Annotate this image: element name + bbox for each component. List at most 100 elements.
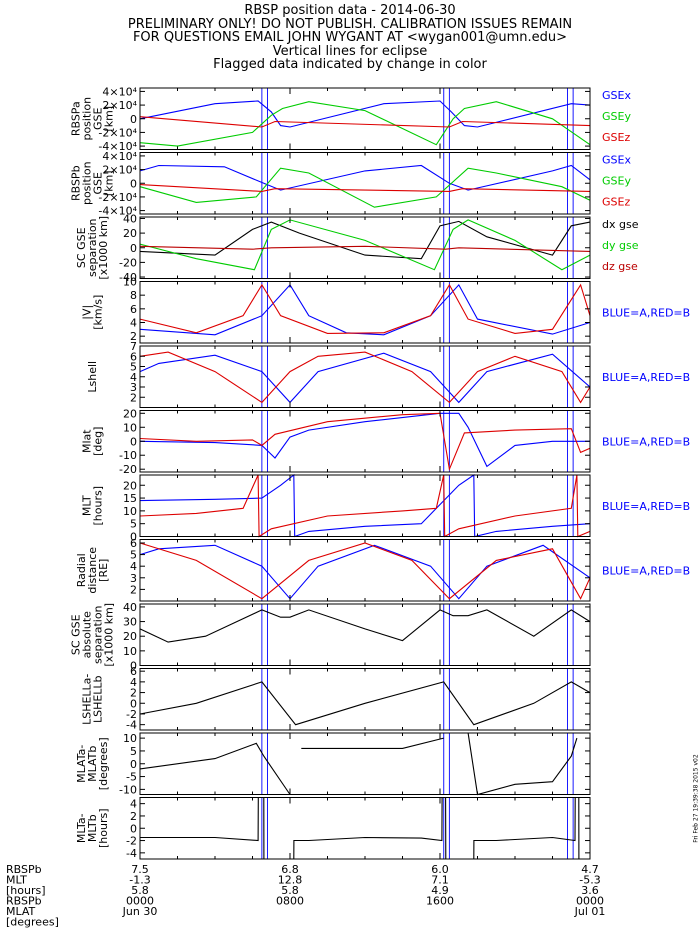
y-tick-label: -20 — [119, 256, 137, 269]
series-line-b — [139, 474, 591, 538]
footer-tick-value: 0800 — [276, 895, 304, 908]
y-tick-label: -2×10⁴ — [98, 191, 137, 204]
legend-entry: dy gse — [602, 239, 639, 252]
y-tick-label: 3 — [130, 381, 137, 394]
series-line-b — [139, 351, 591, 404]
footer-tick-value: Jul 01 — [574, 905, 606, 918]
plot-header: RBSP position data - 2014-06-30 PRELIMIN… — [0, 4, 700, 72]
series-line-dz-gse — [139, 245, 591, 252]
series-line-b — [139, 542, 591, 600]
legend-entry: GSEz — [602, 131, 630, 144]
y-tick-label: 4 — [130, 676, 137, 689]
y-tick-label: 10 — [123, 732, 137, 745]
y-tick-label: 10 — [123, 505, 137, 518]
series-line-a — [139, 473, 591, 538]
y-tick-label: 2 — [130, 330, 137, 343]
panel-rbspa_pos: 4×10⁴2×10⁴0-2×10⁴-4×10⁴RBSPapositionGSE[… — [70, 85, 632, 153]
y-tick-label: 5 — [130, 549, 137, 562]
y-tick-label: 0 — [130, 822, 137, 835]
y-axis-label: MLTa-MLTb[hours] — [75, 808, 110, 848]
y-tick-label: 6 — [130, 303, 137, 316]
panel-dmlt: 420-2-4 MLTa-MLTb[hours] — [75, 796, 591, 860]
y-tick-label: -4 — [126, 847, 137, 860]
y-tick-label: 6 — [130, 537, 137, 550]
y-tick-label: 0 — [130, 242, 137, 255]
legend-entry: BLUE=A,RED=B — [602, 306, 690, 319]
y-axis-label: |V|[km/s] — [81, 295, 105, 330]
footer-tick-value: 7.1 — [431, 874, 449, 887]
y-axis-label: MLATa-MLATb[degrees] — [75, 737, 110, 790]
series-line-gsey — [139, 167, 591, 208]
y-tick-label: -2 — [126, 835, 137, 848]
y-axis-label: SC GSEabsoluteseparation[x1000 km] — [70, 603, 116, 667]
y-tick-label: 10 — [123, 645, 137, 658]
footer-label: RBSPb — [6, 863, 42, 876]
footer-label: MLT — [6, 874, 27, 887]
footer-tick-value: 6.0 — [431, 863, 449, 876]
y-tick-label: 4 — [130, 317, 137, 330]
y-axis-label: Lshell — [86, 361, 99, 393]
footer-label: [hours] — [6, 884, 46, 897]
y-tick-label: 0 — [130, 435, 137, 448]
legend-entry: GSEx — [602, 89, 631, 102]
footer-tick-value: -1.3 — [129, 874, 150, 887]
y-tick-label: 7 — [130, 340, 137, 353]
y-tick-label: 2 — [130, 810, 137, 823]
y-tick-label: 2×10⁴ — [102, 164, 137, 177]
y-tick-label: 0 — [130, 531, 137, 544]
series-line-gsex — [139, 164, 591, 191]
panel-frame — [139, 152, 591, 215]
legend-entry: GSEy — [602, 175, 631, 188]
y-tick-label: 0 — [130, 758, 137, 771]
y-tick-label: -4×10⁴ — [98, 140, 137, 153]
panel-rbspb_pos: 4×10⁴2×10⁴0-2×10⁴-4×10⁴RBSPbpositionGSE[… — [70, 150, 632, 218]
series-line-a — [139, 283, 591, 336]
y-tick-label: 20 — [123, 407, 137, 420]
y-tick-label: 4×10⁴ — [102, 150, 137, 163]
y-tick-label: 6 — [130, 665, 137, 678]
y-tick-label: 4 — [130, 798, 137, 811]
series-line-gsez — [139, 116, 591, 128]
y-tick-label: 40 — [123, 212, 137, 225]
y-tick-label: 10 — [123, 276, 137, 289]
y-tick-label: 2 — [130, 391, 137, 404]
footer-tick-value: 5.8 — [131, 884, 149, 897]
series-line-dy-gse — [139, 219, 591, 271]
footer-label: MLAT — [6, 905, 36, 918]
y-axis-label: Radialdistance[RE] — [75, 547, 110, 594]
y-tick-label: -2 — [126, 708, 137, 721]
y-tick-label: -10 — [119, 449, 137, 462]
legend-entry: BLUE=A,RED=B — [602, 371, 690, 384]
legend-entry: BLUE=A,RED=B — [602, 564, 690, 577]
series-line-abs — [139, 609, 591, 643]
y-tick-label: 0 — [130, 697, 137, 710]
legend-entry: dx gse — [602, 218, 639, 231]
y-tick-label: 2 — [130, 687, 137, 700]
y-tick-label: 0 — [130, 177, 137, 190]
panel-sc_gse_sep: 40 20 0-20 -40 SC GSEseparation[x1000 km] dx … — [75, 212, 639, 284]
y-tick-label: -4×10⁴ — [98, 205, 137, 218]
y-tick-label: -2×10⁴ — [98, 126, 137, 139]
y-tick-label: 5 — [130, 518, 137, 531]
panel-frame — [139, 797, 591, 860]
footer-tick-value: 7.5 — [131, 863, 149, 876]
y-tick-label: 10 — [123, 421, 137, 434]
y-tick-label: 2 — [130, 583, 137, 596]
y-tick-label: 20 — [123, 479, 137, 492]
series-line-a — [139, 352, 591, 404]
plot-title: RBSP position data - 2014-06-30 — [244, 3, 456, 18]
legend-entry: dz gse — [602, 260, 638, 273]
y-tick-label: -4 — [126, 719, 137, 732]
panel-frame — [139, 732, 591, 795]
footer-tick-value: -5.3 — [579, 874, 600, 887]
y-axis-label: Mlat[deg] — [81, 427, 105, 456]
legend-entry: GSEz — [602, 196, 630, 209]
y-tick-label: 4 — [130, 560, 137, 573]
